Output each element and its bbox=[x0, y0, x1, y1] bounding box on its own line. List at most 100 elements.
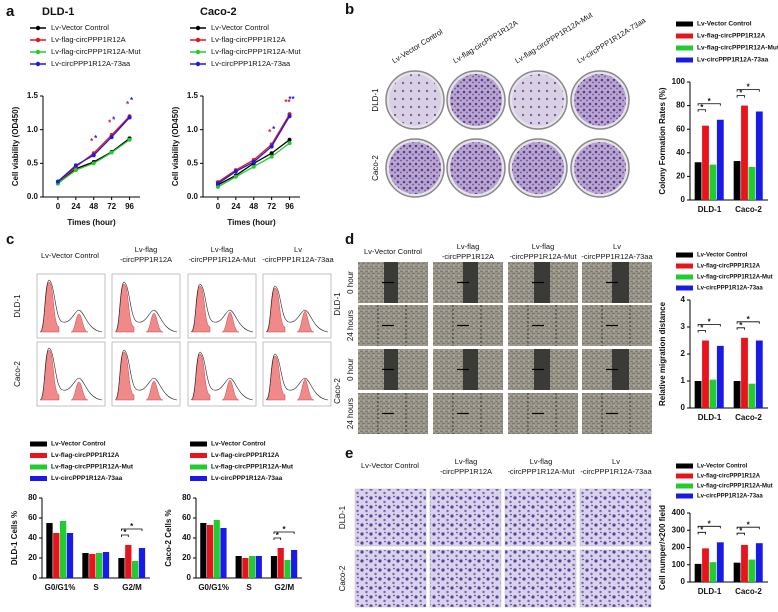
column-header: Lv bbox=[613, 242, 621, 251]
legend-label: Lv-Vector Control bbox=[51, 441, 106, 448]
bar bbox=[242, 558, 249, 578]
transwell-image bbox=[579, 488, 652, 547]
data-point bbox=[55, 179, 60, 184]
y-tick-label: 0.5 bbox=[187, 158, 199, 167]
significance-bracket bbox=[736, 327, 745, 330]
bar bbox=[716, 119, 724, 200]
bar bbox=[733, 161, 741, 200]
significance-label: * bbox=[112, 116, 116, 125]
y-tick-label: 0 bbox=[681, 195, 686, 204]
legend-label: Lv-flag-circPPP1R12A bbox=[697, 264, 761, 270]
significance-bracket bbox=[736, 321, 760, 324]
y-tick-label: 20 bbox=[676, 172, 685, 181]
significance-bracket bbox=[736, 526, 760, 530]
y-tick-label: 1.0 bbox=[27, 125, 39, 134]
column-header: -circPPP1R12A-73aa bbox=[581, 252, 653, 261]
column-header: Lv-circPPP1R12A-73aa bbox=[575, 15, 648, 65]
significance-bracket bbox=[736, 95, 745, 98]
y-tick-label: 3 bbox=[681, 322, 686, 331]
y-axis-title: Cell numper/×200 field bbox=[658, 505, 667, 590]
y-tick-label: 20 bbox=[182, 553, 191, 562]
x-tick-label: G2/M bbox=[122, 583, 142, 592]
legend-label: Lv-Vector Control bbox=[697, 464, 748, 470]
legend-swatch bbox=[30, 453, 47, 458]
x-tick-label: 24 bbox=[71, 202, 80, 211]
legend-swatch bbox=[676, 57, 693, 63]
legend-label: Lv-circPPP1R12A-73aa bbox=[211, 59, 291, 68]
y-tick-label: 60 bbox=[676, 124, 685, 133]
y-tick-label: 200 bbox=[672, 543, 686, 552]
bar bbox=[220, 528, 227, 578]
data-point bbox=[91, 161, 96, 166]
column-header: Lv-flag bbox=[455, 457, 478, 466]
data-point bbox=[251, 159, 256, 164]
significance-bracket bbox=[697, 324, 721, 327]
data-point bbox=[287, 114, 292, 119]
significance-label: * bbox=[747, 83, 751, 92]
significance-label: * bbox=[130, 96, 134, 105]
significance-bracket bbox=[697, 109, 706, 112]
significance-label: * bbox=[276, 531, 280, 540]
bar bbox=[255, 556, 262, 578]
y-tick-label: 0 bbox=[33, 573, 38, 582]
bar bbox=[277, 548, 284, 578]
x-tick-label: 24 bbox=[231, 202, 240, 211]
significance-bracket bbox=[121, 528, 143, 531]
x-axis-title: Times (hour) bbox=[227, 218, 276, 227]
colony-stain bbox=[450, 74, 502, 126]
data-point bbox=[127, 137, 132, 142]
bar bbox=[249, 556, 256, 578]
legend-label: Lv-flag-circPPP1R12A-Mut bbox=[51, 464, 134, 471]
bar bbox=[82, 553, 89, 578]
y-tick-label: 40 bbox=[182, 533, 191, 542]
significance-label: ** bbox=[288, 95, 295, 104]
significance-label: * bbox=[283, 525, 287, 534]
y-tick-label: 40 bbox=[676, 148, 685, 157]
bar bbox=[748, 166, 756, 200]
legend-label: Lv-flag-circPPP1R12A-Mut bbox=[211, 464, 294, 471]
x-tick-label: 0 bbox=[216, 202, 221, 211]
data-point bbox=[233, 169, 238, 174]
histogram-g2 bbox=[296, 310, 315, 333]
bar bbox=[755, 111, 763, 200]
x-tick-label: S bbox=[93, 583, 99, 592]
colony-stain bbox=[574, 142, 626, 194]
transwell-image bbox=[354, 549, 427, 608]
scratch-gap bbox=[463, 262, 478, 303]
bar bbox=[748, 559, 756, 582]
data-point bbox=[251, 164, 256, 169]
transwell-image bbox=[504, 488, 577, 547]
panel-label: d bbox=[345, 231, 354, 248]
colony-stain bbox=[450, 142, 502, 194]
x-tick-label: Caco-2 bbox=[735, 413, 762, 422]
data-point bbox=[287, 141, 292, 146]
significance-label: * bbox=[708, 318, 712, 327]
data-point bbox=[127, 115, 132, 120]
column-header: Lv-flag bbox=[532, 242, 555, 251]
y-tick-label: 300 bbox=[672, 525, 686, 534]
data-point bbox=[215, 181, 220, 186]
bar bbox=[694, 381, 702, 408]
y-tick-label: 80 bbox=[676, 101, 685, 110]
bar bbox=[102, 552, 110, 578]
histogram-g2 bbox=[221, 311, 240, 333]
significance-label: * bbox=[94, 134, 98, 143]
bar bbox=[741, 337, 748, 408]
time-label: 24 hours bbox=[346, 398, 355, 429]
significance-bracket bbox=[697, 330, 706, 333]
bar bbox=[709, 379, 717, 408]
significance-label: * bbox=[123, 528, 127, 537]
transwell-image bbox=[354, 488, 427, 547]
transwell-image bbox=[429, 488, 502, 547]
bar bbox=[60, 521, 67, 578]
legend-swatch bbox=[30, 441, 47, 447]
bar bbox=[213, 520, 220, 578]
legend-swatch bbox=[676, 483, 693, 489]
legend-label: Lv-flag-circPPP1R12A bbox=[211, 35, 286, 44]
x-tick-label: DLD-1 bbox=[698, 413, 722, 422]
time-label: 24 hours bbox=[346, 310, 355, 341]
histogram-curve bbox=[39, 279, 103, 333]
y-tick-label: 80 bbox=[28, 493, 37, 502]
bar bbox=[89, 554, 96, 578]
data-point bbox=[91, 153, 96, 158]
